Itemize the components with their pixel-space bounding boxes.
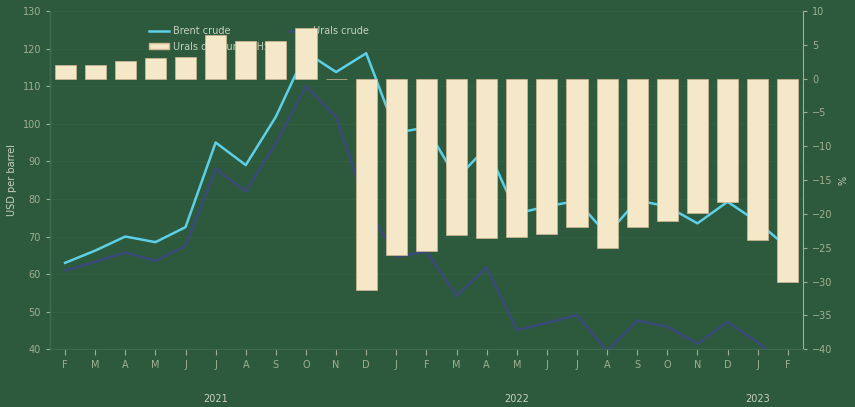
Brent crude (481, 145, 492, 150)
Urals crude (451, 293, 462, 298)
Text: 2021: 2021 (203, 394, 228, 404)
Brent crude (572, 198, 582, 203)
Brent crude (511, 211, 522, 216)
Urals crude (481, 265, 492, 270)
Bar (205, 35, 227, 79)
Urals crude (150, 258, 161, 263)
Brent crude (210, 140, 221, 145)
Bar (416, 79, 437, 251)
Bar (687, 79, 708, 213)
Line: Brent crude: Brent crude (65, 53, 787, 263)
Urals crude (361, 204, 371, 209)
Brent crude (693, 221, 703, 226)
Brent crude (542, 204, 552, 209)
Brent crude (180, 225, 191, 230)
Urals crude (392, 254, 402, 259)
Bar (356, 79, 377, 290)
Brent crude (121, 234, 131, 239)
Urals crude (422, 249, 432, 254)
Urals crude (693, 341, 703, 346)
Brent crude (392, 130, 402, 135)
Y-axis label: USD per barrel: USD per barrel (7, 144, 17, 216)
Brent crude (331, 70, 341, 74)
Urals crude (60, 268, 70, 273)
Legend: Brent crude, Urals discount (RHS), Urals crude: Brent crude, Urals discount (RHS), Urals… (145, 22, 373, 55)
Text: 2022: 2022 (504, 394, 529, 404)
Urals crude (722, 319, 733, 324)
Brent crude (602, 232, 612, 237)
Bar (386, 79, 407, 256)
Urals crude (90, 259, 100, 264)
Urals crude (210, 166, 221, 171)
Brent crude (451, 176, 462, 181)
Brent crude (422, 125, 432, 130)
Urals crude (602, 349, 612, 354)
Brent crude (752, 219, 763, 224)
Text: 2023: 2023 (746, 394, 770, 404)
Bar (777, 79, 799, 282)
Bar (657, 79, 678, 221)
Brent crude (663, 204, 673, 209)
Bar (296, 28, 316, 79)
Brent crude (722, 199, 733, 204)
Urals crude (572, 313, 582, 317)
Brent crude (301, 50, 311, 55)
Line: Urals crude: Urals crude (65, 86, 787, 368)
Urals crude (632, 318, 642, 323)
Brent crude (271, 114, 281, 119)
Urals crude (542, 321, 552, 326)
Bar (506, 79, 528, 237)
Bar (536, 79, 557, 234)
Brent crude (90, 248, 100, 253)
Bar (265, 42, 286, 79)
Brent crude (361, 51, 371, 56)
Urals crude (301, 84, 311, 89)
Bar (144, 58, 166, 79)
Brent crude (782, 245, 793, 250)
Brent crude (150, 240, 161, 245)
Y-axis label: %: % (838, 175, 848, 185)
Urals crude (271, 140, 281, 145)
Bar (476, 79, 498, 238)
Urals crude (180, 243, 191, 248)
Bar (627, 79, 648, 228)
Urals crude (752, 340, 763, 345)
Bar (747, 79, 769, 240)
Brent crude (240, 163, 251, 168)
Bar (85, 65, 106, 79)
Urals crude (240, 189, 251, 194)
Bar (235, 42, 256, 79)
Bar (597, 79, 617, 248)
Urals crude (511, 328, 522, 333)
Urals crude (331, 115, 341, 120)
Urals crude (663, 324, 673, 329)
Bar (55, 65, 75, 79)
Urals crude (121, 250, 131, 255)
Bar (175, 57, 196, 79)
Brent crude (632, 198, 642, 203)
Bar (115, 61, 136, 79)
Urals crude (782, 365, 793, 370)
Bar (446, 79, 467, 235)
Bar (717, 79, 738, 202)
Bar (567, 79, 587, 228)
Brent crude (60, 260, 70, 265)
